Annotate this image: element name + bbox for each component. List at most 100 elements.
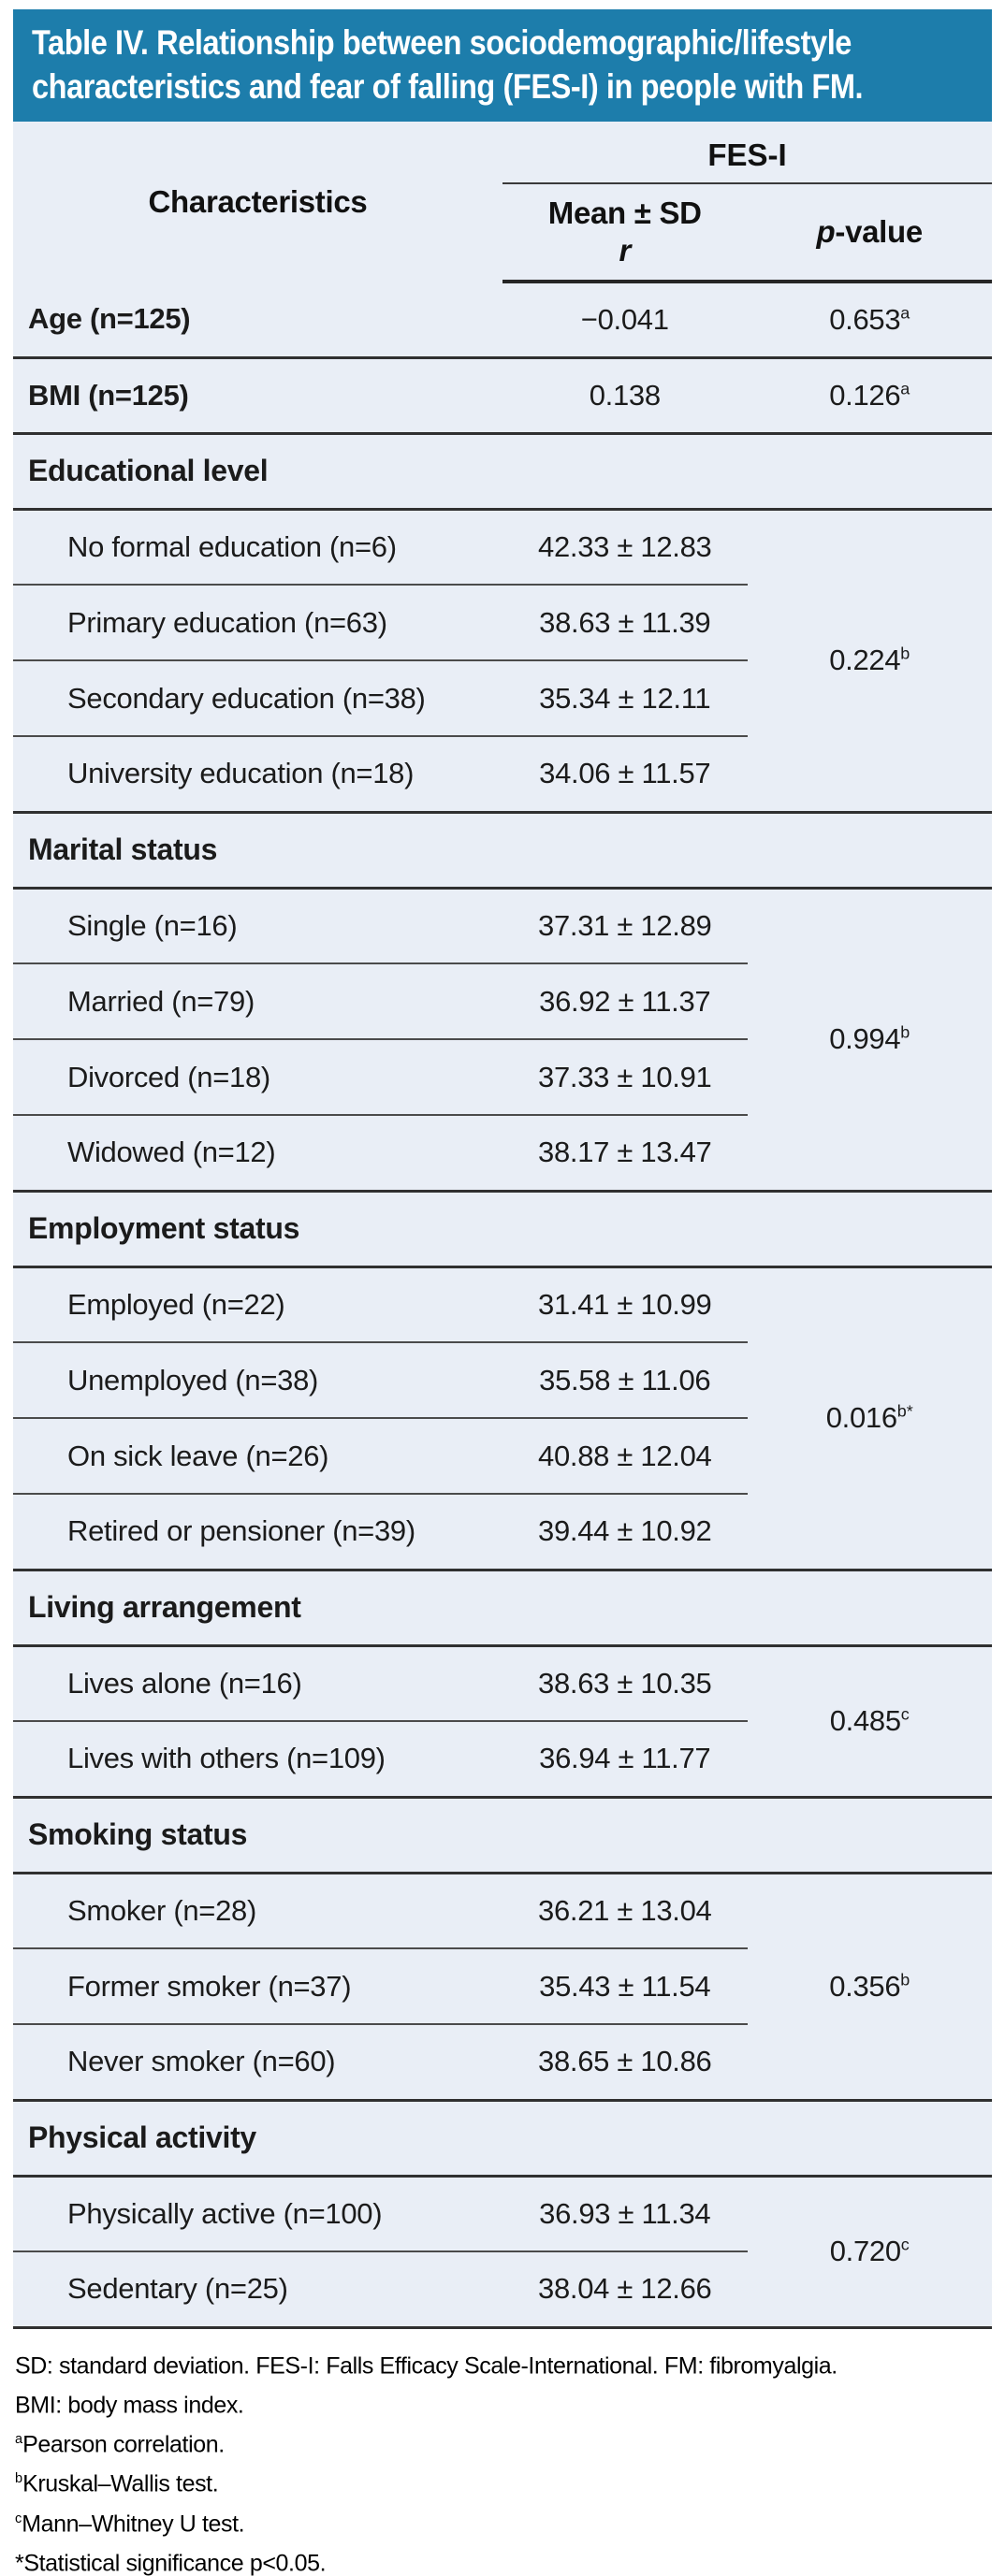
group-p-value: 0.485c <box>747 1645 992 1799</box>
section-header-label: Smoking status <box>13 1797 992 1874</box>
row-value: 42.33 ± 12.83 <box>502 509 748 586</box>
col-header-p-value: p-value <box>747 183 992 283</box>
table-row: Secondary education (n=38) 35.34 ± 12.11 <box>13 660 992 737</box>
section-header-label: Marital status <box>13 812 992 890</box>
row-label: No formal education (n=6) <box>13 509 502 586</box>
row-label: Divorced (n=18) <box>13 1039 502 1116</box>
p-value-superscript: b <box>900 1970 910 1990</box>
row-value: 36.92 ± 11.37 <box>502 963 748 1040</box>
footnote-superscript: a <box>15 2432 23 2448</box>
row-value: 38.63 ± 10.35 <box>502 1645 748 1722</box>
footnote-superscript: c <box>15 2511 22 2526</box>
col-header-characteristics: Characteristics <box>148 183 368 219</box>
p-value-superscript: c <box>900 2235 910 2254</box>
row-label: Secondary education (n=38) <box>13 660 502 737</box>
table-footnotes: SD: standard deviation. FES-I: Falls Eff… <box>13 2344 992 2576</box>
fes-i-table: Characteristics FES-I Mean ± SD r p-valu… <box>13 122 992 2329</box>
row-value: 38.65 ± 10.86 <box>502 2024 748 2102</box>
footnote-text: *Statistical significance p<0.05. <box>15 2550 327 2576</box>
section-header-label: Physical activity <box>13 2100 992 2178</box>
table-row: Former smoker (n=37) 35.43 ± 11.54 <box>13 1948 992 2025</box>
section-header-row: Educational level <box>13 433 992 511</box>
footnote-superscript: b <box>15 2471 23 2487</box>
footnote-pearson: aPearson correlation. <box>15 2423 992 2462</box>
row-value: 38.63 ± 11.39 <box>502 585 748 661</box>
footnote-mann-whitney: cMann–Whitney U test. <box>15 2502 992 2541</box>
section-header-row: Smoking status <box>13 1797 992 1874</box>
row-label: Age (n=125) <box>13 282 502 359</box>
p-value-number: 0.126 <box>829 378 901 412</box>
row-label: Sedentary (n=25) <box>13 2251 502 2329</box>
p-value-number: 0.653 <box>829 302 901 336</box>
group-p-value: 0.994b <box>747 888 992 1193</box>
footnote-significance: *Statistical significance p<0.05. <box>15 2541 992 2576</box>
p-value-number: 0.224 <box>829 644 901 676</box>
row-label: Widowed (n=12) <box>13 1115 502 1193</box>
row-value: 37.31 ± 12.89 <box>502 888 748 964</box>
group-p-value: 0.720c <box>747 2176 992 2329</box>
table-row: Primary education (n=63) 38.63 ± 11.39 <box>13 585 992 661</box>
row-p-value: 0.653a <box>747 282 992 359</box>
table-row: Divorced (n=18) 37.33 ± 10.91 <box>13 1039 992 1116</box>
row-label: Unemployed (n=38) <box>13 1342 502 1419</box>
row-value: 35.43 ± 11.54 <box>502 1948 748 2025</box>
p-value-number: 0.485 <box>829 1704 901 1737</box>
group-p-value: 0.224b <box>747 509 992 814</box>
col-header-mean-sd-r: Mean ± SD r <box>502 183 748 283</box>
section-header-row: Physical activity <box>13 2100 992 2178</box>
section-header-label: Living arrangement <box>13 1570 992 1647</box>
row-value: 38.17 ± 13.47 <box>502 1115 748 1193</box>
row-value: 39.44 ± 10.92 <box>502 1494 748 1571</box>
section-header-row: Living arrangement <box>13 1570 992 1647</box>
row-label: Smoker (n=28) <box>13 1873 502 1949</box>
row-value: 34.06 ± 11.57 <box>502 736 748 814</box>
row-label: Primary education (n=63) <box>13 585 502 661</box>
p-value-superscript: a <box>900 379 910 398</box>
row-value: 38.04 ± 12.66 <box>502 2251 748 2329</box>
table-row: Unemployed (n=38) 35.58 ± 11.06 <box>13 1342 992 1419</box>
footnote-text: Kruskal–Wallis test. <box>22 2470 219 2497</box>
table-title-line-1: Table IV. Relationship between sociodemo… <box>32 23 852 62</box>
row-label: Single (n=16) <box>13 888 502 964</box>
row-value: 37.33 ± 10.91 <box>502 1039 748 1116</box>
p-value-number: 0.356 <box>829 1969 901 2003</box>
row-value: 36.94 ± 11.77 <box>502 1721 748 1799</box>
table-row: Sedentary (n=25) 38.04 ± 12.66 <box>13 2251 992 2329</box>
table-row: Single (n=16) 37.31 ± 12.89 0.994b <box>13 888 992 1193</box>
row-label: Never smoker (n=60) <box>13 2024 502 2102</box>
table-row: On sick leave (n=26) 40.88 ± 12.04 <box>13 1418 992 1495</box>
row-label: Lives with others (n=109) <box>13 1721 502 1799</box>
table-row: Lives alone (n=16) 38.63 ± 10.35 0.485c <box>13 1645 992 1799</box>
table-row: BMI (n=125) 0.138 0.126a <box>13 357 992 435</box>
section-header-row: Marital status <box>13 812 992 890</box>
table-title-line-2: characteristics and fear of falling (FES… <box>32 67 864 106</box>
table-row: Widowed (n=12) 38.17 ± 13.47 <box>13 1115 992 1193</box>
row-value: −0.041 <box>502 282 748 359</box>
p-value-superscript: b* <box>896 1401 913 1421</box>
row-value: 35.34 ± 12.11 <box>502 660 748 737</box>
footnote-text: Mann–Whitney U test. <box>22 2511 245 2538</box>
section-header-label: Educational level <box>13 433 992 511</box>
p-value-number: 0.994 <box>829 1022 901 1055</box>
table-row: Age (n=125) −0.041 0.653a <box>13 282 992 359</box>
p-value-superscript: c <box>900 1704 910 1724</box>
table-row: Physically active (n=100) 36.93 ± 11.34 … <box>13 2176 992 2329</box>
footnote-kruskal-wallis: bKruskal–Wallis test. <box>15 2462 992 2501</box>
footnote-text: Pearson correlation. <box>22 2431 225 2458</box>
row-label: Retired or pensioner (n=39) <box>13 1494 502 1571</box>
footnote-bmi: BMI: body mass index. <box>15 2383 992 2423</box>
row-value: 35.58 ± 11.06 <box>502 1342 748 1419</box>
row-label: Physically active (n=100) <box>13 2176 502 2252</box>
footnote-text: SD: standard deviation. FES-I: Falls Eff… <box>15 2352 838 2379</box>
row-label: Former smoker (n=37) <box>13 1948 502 2025</box>
row-label: BMI (n=125) <box>13 357 502 435</box>
group-p-value: 0.016b* <box>747 1266 992 1571</box>
table-row: Married (n=79) 36.92 ± 11.37 <box>13 963 992 1040</box>
row-value: 36.93 ± 11.34 <box>502 2176 748 2252</box>
row-p-value: 0.126a <box>747 357 992 435</box>
row-label: On sick leave (n=26) <box>13 1418 502 1495</box>
table-row: Retired or pensioner (n=39) 39.44 ± 10.9… <box>13 1494 992 1571</box>
table-row: University education (n=18) 34.06 ± 11.5… <box>13 736 992 814</box>
table-row: Employed (n=22) 31.41 ± 10.99 0.016b* <box>13 1266 992 1571</box>
